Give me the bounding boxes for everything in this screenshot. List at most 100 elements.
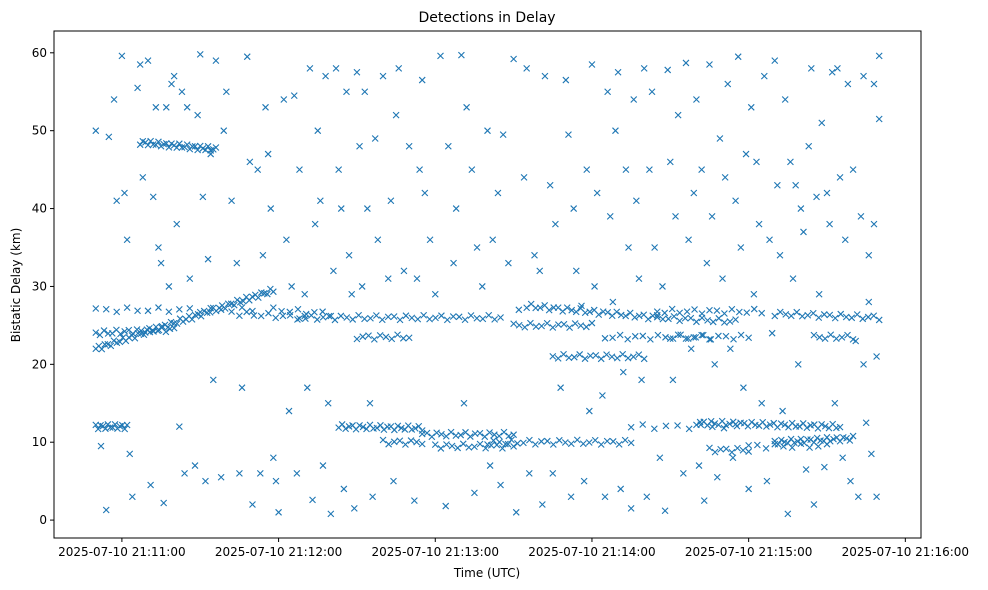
data-point <box>499 131 507 138</box>
data-point <box>443 441 450 448</box>
data-point <box>236 469 243 477</box>
data-point <box>497 314 504 321</box>
x-axis-label: Time (UTC) <box>453 566 520 580</box>
data-point <box>370 336 378 343</box>
data-point <box>454 444 462 452</box>
data-point <box>207 304 215 312</box>
data-point <box>541 72 549 80</box>
data-point <box>608 353 616 361</box>
data-point <box>390 477 397 485</box>
data-point <box>455 313 463 321</box>
data-point <box>848 314 856 322</box>
data-point <box>651 244 659 251</box>
data-point <box>567 493 575 501</box>
data-point <box>713 473 721 481</box>
data-point <box>414 315 422 323</box>
data-point <box>121 425 129 433</box>
data-point <box>259 251 267 259</box>
data-point <box>857 212 865 220</box>
data-point <box>330 267 337 275</box>
data-point <box>703 259 711 267</box>
data-point <box>285 407 293 415</box>
data-point <box>730 335 737 343</box>
data-point <box>742 150 750 158</box>
data-point <box>254 294 262 302</box>
data-point <box>438 312 445 320</box>
data-point <box>165 308 173 316</box>
data-point <box>181 469 188 477</box>
data-point <box>92 305 100 312</box>
data-point <box>852 337 860 345</box>
data-point <box>490 431 498 439</box>
data-point <box>781 421 789 429</box>
data-point <box>342 425 349 433</box>
data-point <box>776 308 784 316</box>
data-point <box>269 288 277 296</box>
data-point <box>581 355 589 363</box>
data-point <box>717 445 725 453</box>
data-point <box>595 311 603 319</box>
data-point <box>155 244 162 251</box>
data-point <box>450 259 457 267</box>
data-point <box>820 311 828 318</box>
data-point <box>473 314 481 322</box>
data-point <box>204 255 212 263</box>
data-point <box>834 64 841 72</box>
data-point <box>359 423 367 431</box>
data-point <box>849 166 857 174</box>
data-point <box>784 510 792 518</box>
data-point <box>387 197 395 205</box>
data-point <box>617 485 625 493</box>
data-point <box>147 481 155 489</box>
data-point <box>624 354 632 362</box>
data-point <box>134 307 141 315</box>
data-point <box>809 309 817 317</box>
data-point <box>810 439 818 446</box>
data-point <box>411 424 419 432</box>
data-point <box>331 316 339 324</box>
data-point <box>118 52 126 60</box>
data-point <box>111 420 119 428</box>
x-axis: 2025-07-10 21:11:00 2025-07-10 21:12:00 20… <box>58 538 969 559</box>
data-point <box>431 290 439 298</box>
data-point <box>248 293 256 301</box>
data-point <box>870 80 878 88</box>
data-point <box>505 432 513 440</box>
data-point <box>152 103 160 111</box>
data-point <box>399 334 407 342</box>
data-point <box>768 329 776 337</box>
data-point <box>410 497 418 505</box>
data-point <box>319 462 327 469</box>
data-point <box>426 315 433 323</box>
data-point <box>708 423 716 431</box>
data-point <box>576 351 584 358</box>
data-point <box>478 283 486 290</box>
data-point <box>687 314 695 322</box>
data-point <box>309 496 316 504</box>
x-tick-label: 2025-07-10 21:13:00 <box>372 545 499 559</box>
data-point <box>485 311 493 319</box>
data-point <box>283 236 290 244</box>
y-axis: 0 10 20 30 40 50 60 <box>32 46 54 527</box>
data-point <box>514 440 521 447</box>
data-point <box>361 315 368 323</box>
data-point <box>233 259 241 267</box>
data-point <box>222 88 230 96</box>
data-point <box>546 181 554 189</box>
data-point <box>560 350 567 358</box>
data-point <box>582 323 590 331</box>
data-point <box>420 311 428 319</box>
data-point <box>303 384 311 392</box>
data-point <box>363 205 371 212</box>
data-point <box>787 312 795 320</box>
data-point <box>263 290 271 298</box>
data-point <box>821 422 829 430</box>
plot-frame <box>53 30 922 539</box>
data-point <box>613 308 621 316</box>
data-point <box>794 437 801 445</box>
data-point <box>508 436 515 444</box>
data-point <box>337 312 345 320</box>
data-point <box>189 143 196 150</box>
y-axis-label: Bistatic Delay (km) <box>9 228 23 343</box>
data-point <box>875 316 883 324</box>
